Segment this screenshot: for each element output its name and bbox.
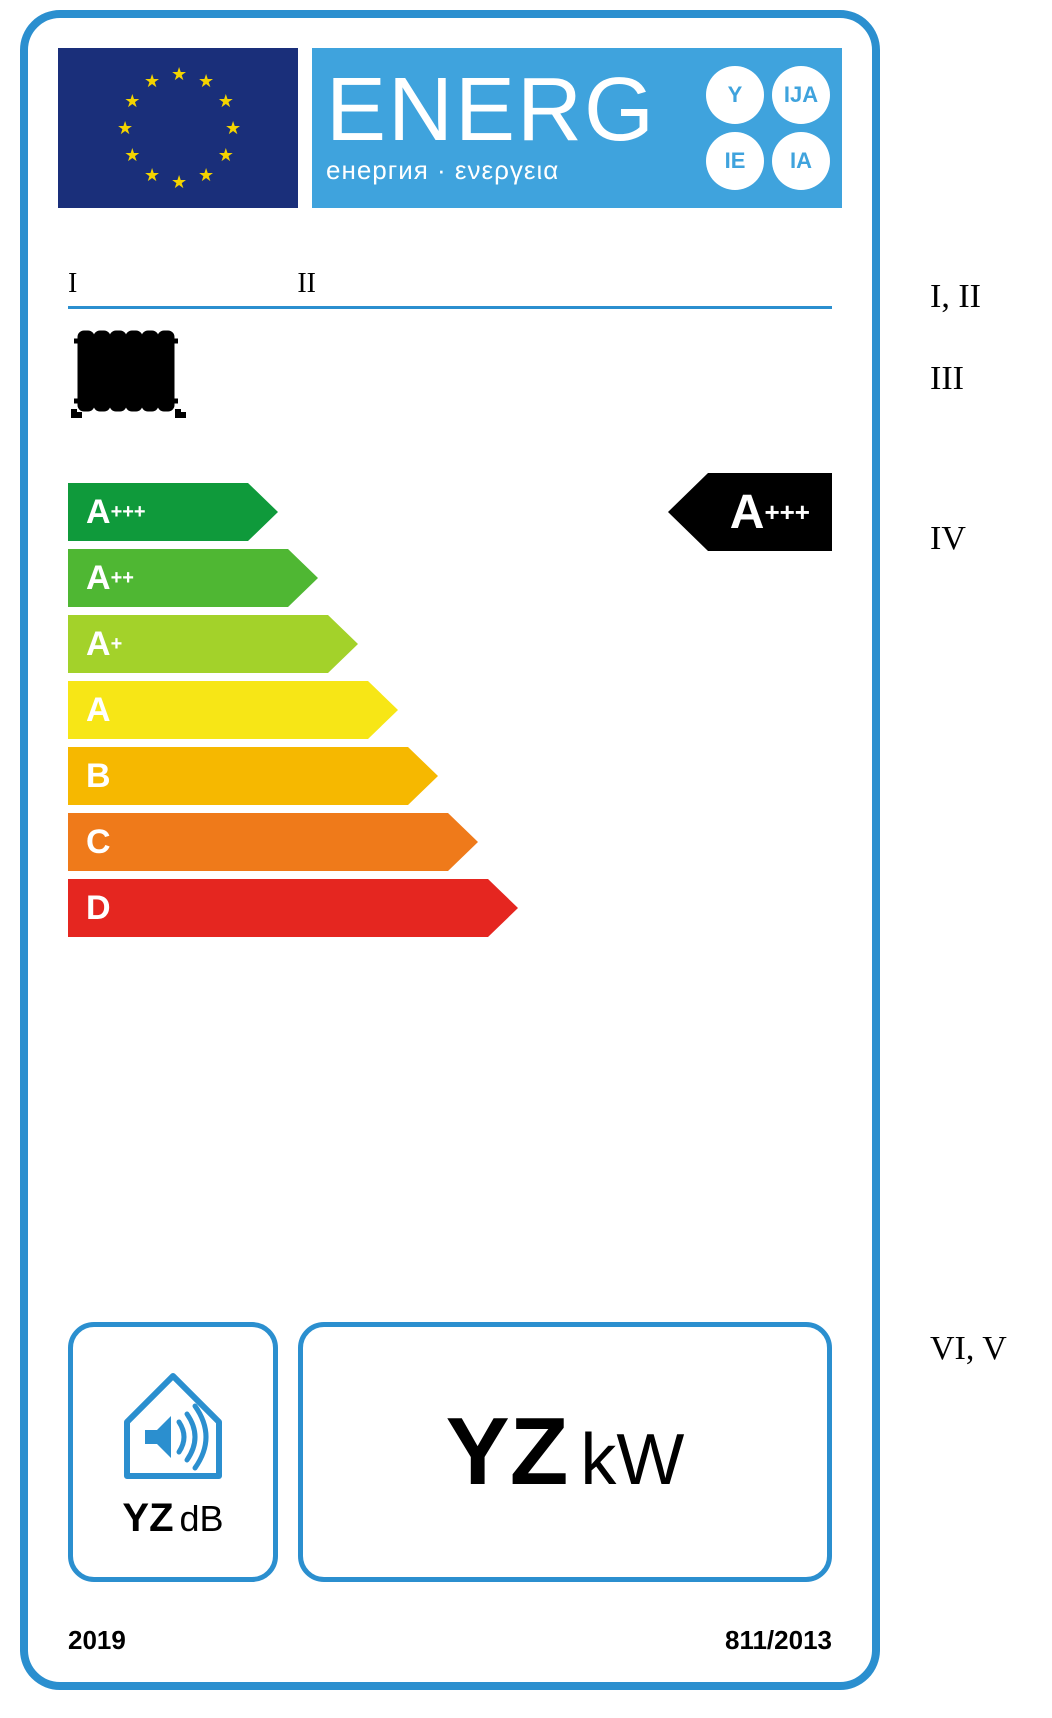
selected-class-arrow: A+++: [668, 473, 832, 551]
eu-star-icon: ★: [117, 121, 131, 135]
class-row-B: B: [68, 747, 832, 805]
eu-star-icon: ★: [218, 94, 232, 108]
bottom-boxes: YZdB YZkW: [68, 1322, 832, 1582]
supplier-field-i: I: [68, 268, 77, 300]
supplier-field-ii: II: [297, 268, 316, 300]
lang-badge: IE: [706, 132, 764, 190]
selected-class-label: A+++: [708, 473, 832, 551]
class-arrow-head: [368, 681, 398, 739]
eu-star-icon: ★: [124, 94, 138, 108]
radiator-row: [68, 323, 832, 423]
side-reference: IV: [930, 520, 966, 558]
class-arrow-head: [328, 615, 358, 673]
class-arrow-label: A: [68, 681, 368, 739]
footer-year: 2019: [68, 1625, 126, 1656]
eu-star-icon: ★: [198, 168, 212, 182]
class-row-A+: A+: [68, 615, 832, 673]
class-arrow-label: C: [68, 813, 448, 871]
class-row-D: D: [68, 879, 832, 937]
label-footer: 2019 811/2013: [68, 1625, 832, 1656]
eu-star-icon: ★: [144, 168, 158, 182]
side-reference: VI, V: [930, 1330, 1007, 1368]
class-arrow-head: [488, 879, 518, 937]
energy-label-frame: ★ ★ ★ ★ ★ ★ ★ ★ ★ ★ ★ ★ ENERG енергия · ενεργεια YI…: [20, 10, 880, 1690]
side-reference: III: [930, 360, 964, 398]
supplier-model-row: I II: [68, 268, 832, 309]
lang-badge: IJA: [772, 66, 830, 124]
sound-icon: [113, 1364, 233, 1484]
eu-star-icon: ★: [218, 148, 232, 162]
footer-regulation: 811/2013: [725, 1625, 832, 1656]
class-row-A: A: [68, 681, 832, 739]
side-reference: I, II: [930, 278, 981, 316]
class-arrow-label: A+: [68, 615, 328, 673]
selected-class-arrowhead: [668, 473, 708, 551]
class-arrow-head: [288, 549, 318, 607]
class-arrow-label: D: [68, 879, 488, 937]
eu-star-icon: ★: [171, 175, 185, 189]
sound-value: YZdB: [122, 1496, 223, 1541]
lang-badge: Y: [706, 66, 764, 124]
class-arrow-head: [408, 747, 438, 805]
power-unit: kW: [580, 1420, 684, 1500]
sound-power-box: YZdB: [68, 1322, 278, 1582]
lang-badge: IA: [772, 132, 830, 190]
energ-block: ENERG енергия · ενεργεια YIJAIEIA: [312, 48, 842, 208]
class-arrow-label: A++: [68, 549, 288, 607]
class-arrow-label: B: [68, 747, 408, 805]
rated-power-box: YZkW: [298, 1322, 832, 1582]
lang-badges: YIJAIEIA: [706, 66, 830, 190]
eu-star-icon: ★: [198, 74, 212, 88]
eu-star-icon: ★: [171, 67, 185, 81]
eu-star-icon: ★: [225, 121, 239, 135]
energy-class-arrows: A+++A++A+ABCD A+++: [68, 483, 832, 937]
class-row-A++: A++: [68, 549, 832, 607]
eu-flag-icon: ★ ★ ★ ★ ★ ★ ★ ★ ★ ★ ★ ★: [58, 48, 298, 208]
eu-star-icon: ★: [124, 148, 138, 162]
class-row-C: C: [68, 813, 832, 871]
header: ★ ★ ★ ★ ★ ★ ★ ★ ★ ★ ★ ★ ENERG енергия · ενεργεια YI…: [28, 18, 872, 208]
class-arrow-head: [448, 813, 478, 871]
radiator-icon: [68, 323, 188, 418]
sound-unit: dB: [180, 1498, 224, 1539]
power-value: YZkW: [446, 1397, 685, 1507]
class-arrow-label: A+++: [68, 483, 248, 541]
class-arrow-head: [248, 483, 278, 541]
eu-star-icon: ★: [144, 74, 158, 88]
